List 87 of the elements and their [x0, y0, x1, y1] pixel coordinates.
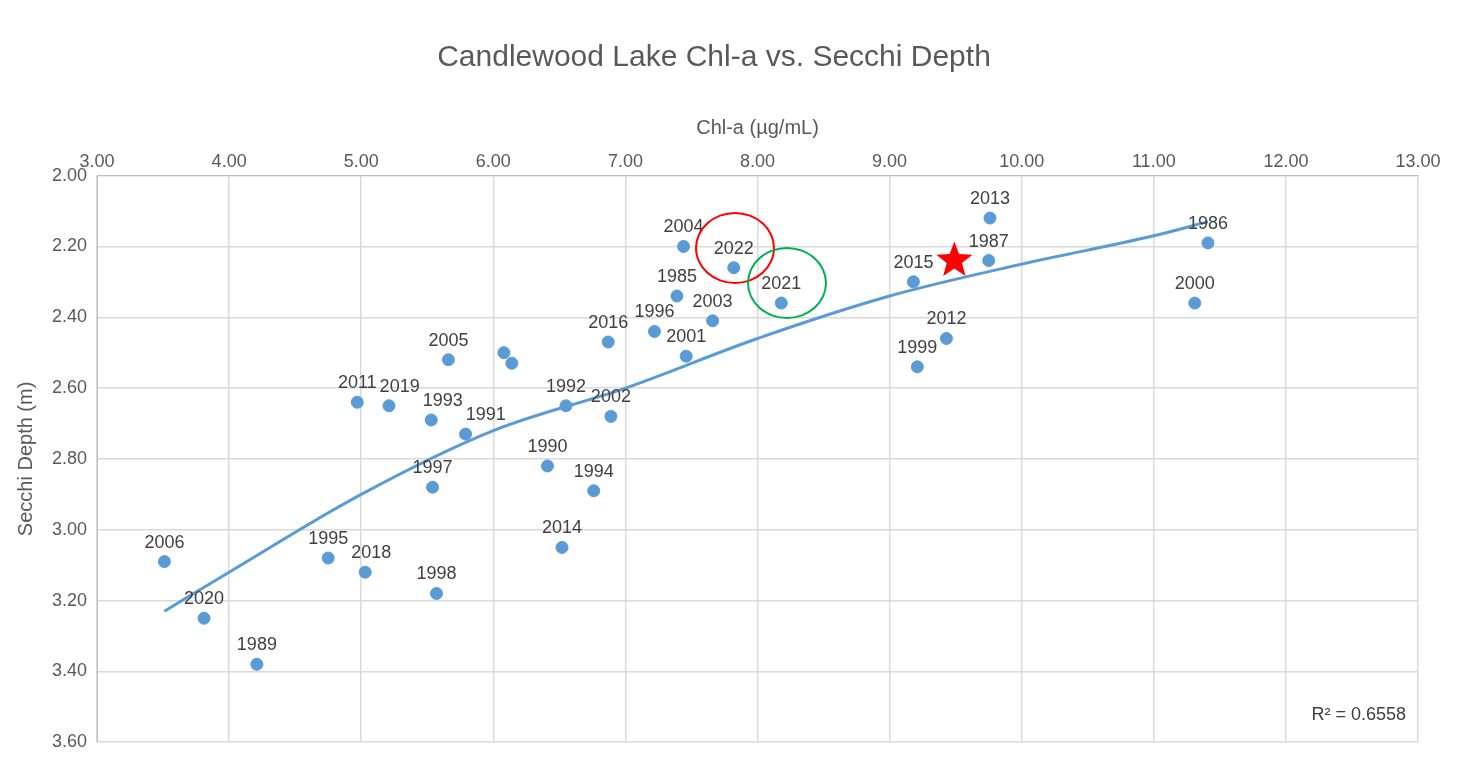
y-tick-label: 3.00	[51, 518, 88, 539]
annotation: 2015	[893, 251, 934, 272]
annotation: 2006	[144, 531, 185, 552]
point	[939, 332, 953, 345]
annotation: 1996	[634, 301, 675, 322]
point	[497, 346, 511, 360]
y-tick-label: 3.60	[51, 731, 88, 752]
annotation: 2004	[663, 216, 704, 237]
annotation: 2014	[541, 517, 583, 538]
annotation: 2003	[692, 290, 733, 311]
y-tick-label: 2.60	[51, 377, 88, 398]
x-tick-label: 5.00	[343, 150, 379, 171]
point	[679, 349, 693, 363]
point	[706, 314, 720, 328]
point	[358, 565, 372, 579]
point	[321, 551, 335, 565]
y-tick-label: 3.40	[51, 660, 88, 681]
x-tick-label: 8.00	[739, 150, 776, 171]
annotation: 1999	[897, 336, 938, 357]
annotation: 1989	[236, 634, 277, 655]
x-tick-label: 6.00	[475, 150, 511, 171]
point	[424, 413, 438, 427]
x-axis-title: Chl-a (µg/mL)	[696, 115, 819, 138]
point	[441, 353, 455, 367]
annotation: 1987	[968, 230, 1009, 251]
y-tick-label: 2.20	[51, 235, 88, 256]
x-tick-label: 12.00	[1263, 150, 1309, 171]
annotation: 1986	[1187, 212, 1228, 233]
point	[426, 480, 440, 494]
annotation: 2000	[1174, 273, 1215, 294]
annotation: 1994	[573, 460, 614, 481]
y-tick-label: 3.20	[51, 589, 88, 610]
point	[157, 555, 171, 569]
point	[677, 239, 691, 253]
annotation: 1997	[412, 457, 453, 478]
annotation: R² = 0.6558	[1311, 704, 1406, 726]
x-tick-label: 13.00	[1395, 150, 1441, 171]
point	[559, 399, 573, 413]
annotation: 2022	[713, 237, 754, 258]
point	[670, 289, 684, 303]
annotation: 2019	[379, 375, 420, 396]
annotation: 2018	[351, 542, 392, 563]
annotation: 1995	[308, 528, 349, 549]
annotation: 2005	[428, 329, 469, 350]
point	[350, 395, 364, 409]
annotation: 1993	[422, 389, 463, 410]
point	[647, 324, 661, 338]
x-tick-label: 4.00	[211, 150, 247, 171]
annotation: 1985	[656, 265, 697, 286]
point	[906, 275, 920, 289]
x-tick-label: 10.00	[999, 150, 1045, 171]
annotation: 2020	[184, 588, 225, 609]
point	[430, 586, 444, 600]
point	[604, 409, 618, 423]
annotation: 1992	[545, 375, 586, 396]
annotation: 1991	[465, 404, 506, 425]
x-tick-label: 9.00	[872, 150, 908, 171]
x-tick-label: 11.00	[1131, 150, 1176, 171]
point	[1201, 236, 1215, 250]
annotation: 1990	[527, 435, 568, 456]
point	[727, 261, 741, 275]
annotation: 2011	[337, 372, 377, 393]
point	[982, 254, 996, 268]
point	[1188, 296, 1202, 310]
point	[555, 540, 569, 554]
point	[774, 296, 788, 310]
x-tick-label: 7.00	[607, 150, 643, 171]
point	[587, 484, 601, 498]
point	[382, 399, 396, 413]
point	[910, 360, 924, 374]
y-tick-label: 2.40	[51, 306, 88, 327]
point	[505, 356, 519, 370]
point	[601, 335, 615, 349]
annotation: 1998	[416, 563, 457, 584]
point	[983, 211, 997, 225]
point	[540, 459, 554, 473]
annotation: 2013	[969, 188, 1011, 209]
annotation: 2021	[761, 273, 802, 294]
annotation: 2016	[588, 312, 629, 333]
y-tick-label: 2.80	[51, 447, 88, 468]
point	[459, 427, 473, 441]
point	[197, 611, 211, 625]
y-axis-title: Secchi Depth (m)	[13, 381, 36, 537]
annotation: 2012	[926, 308, 967, 329]
point	[250, 657, 264, 671]
annotation: 2001	[666, 326, 707, 347]
chart-title: Candlewood Lake Chl-a vs. Secchi Depth	[437, 39, 991, 73]
